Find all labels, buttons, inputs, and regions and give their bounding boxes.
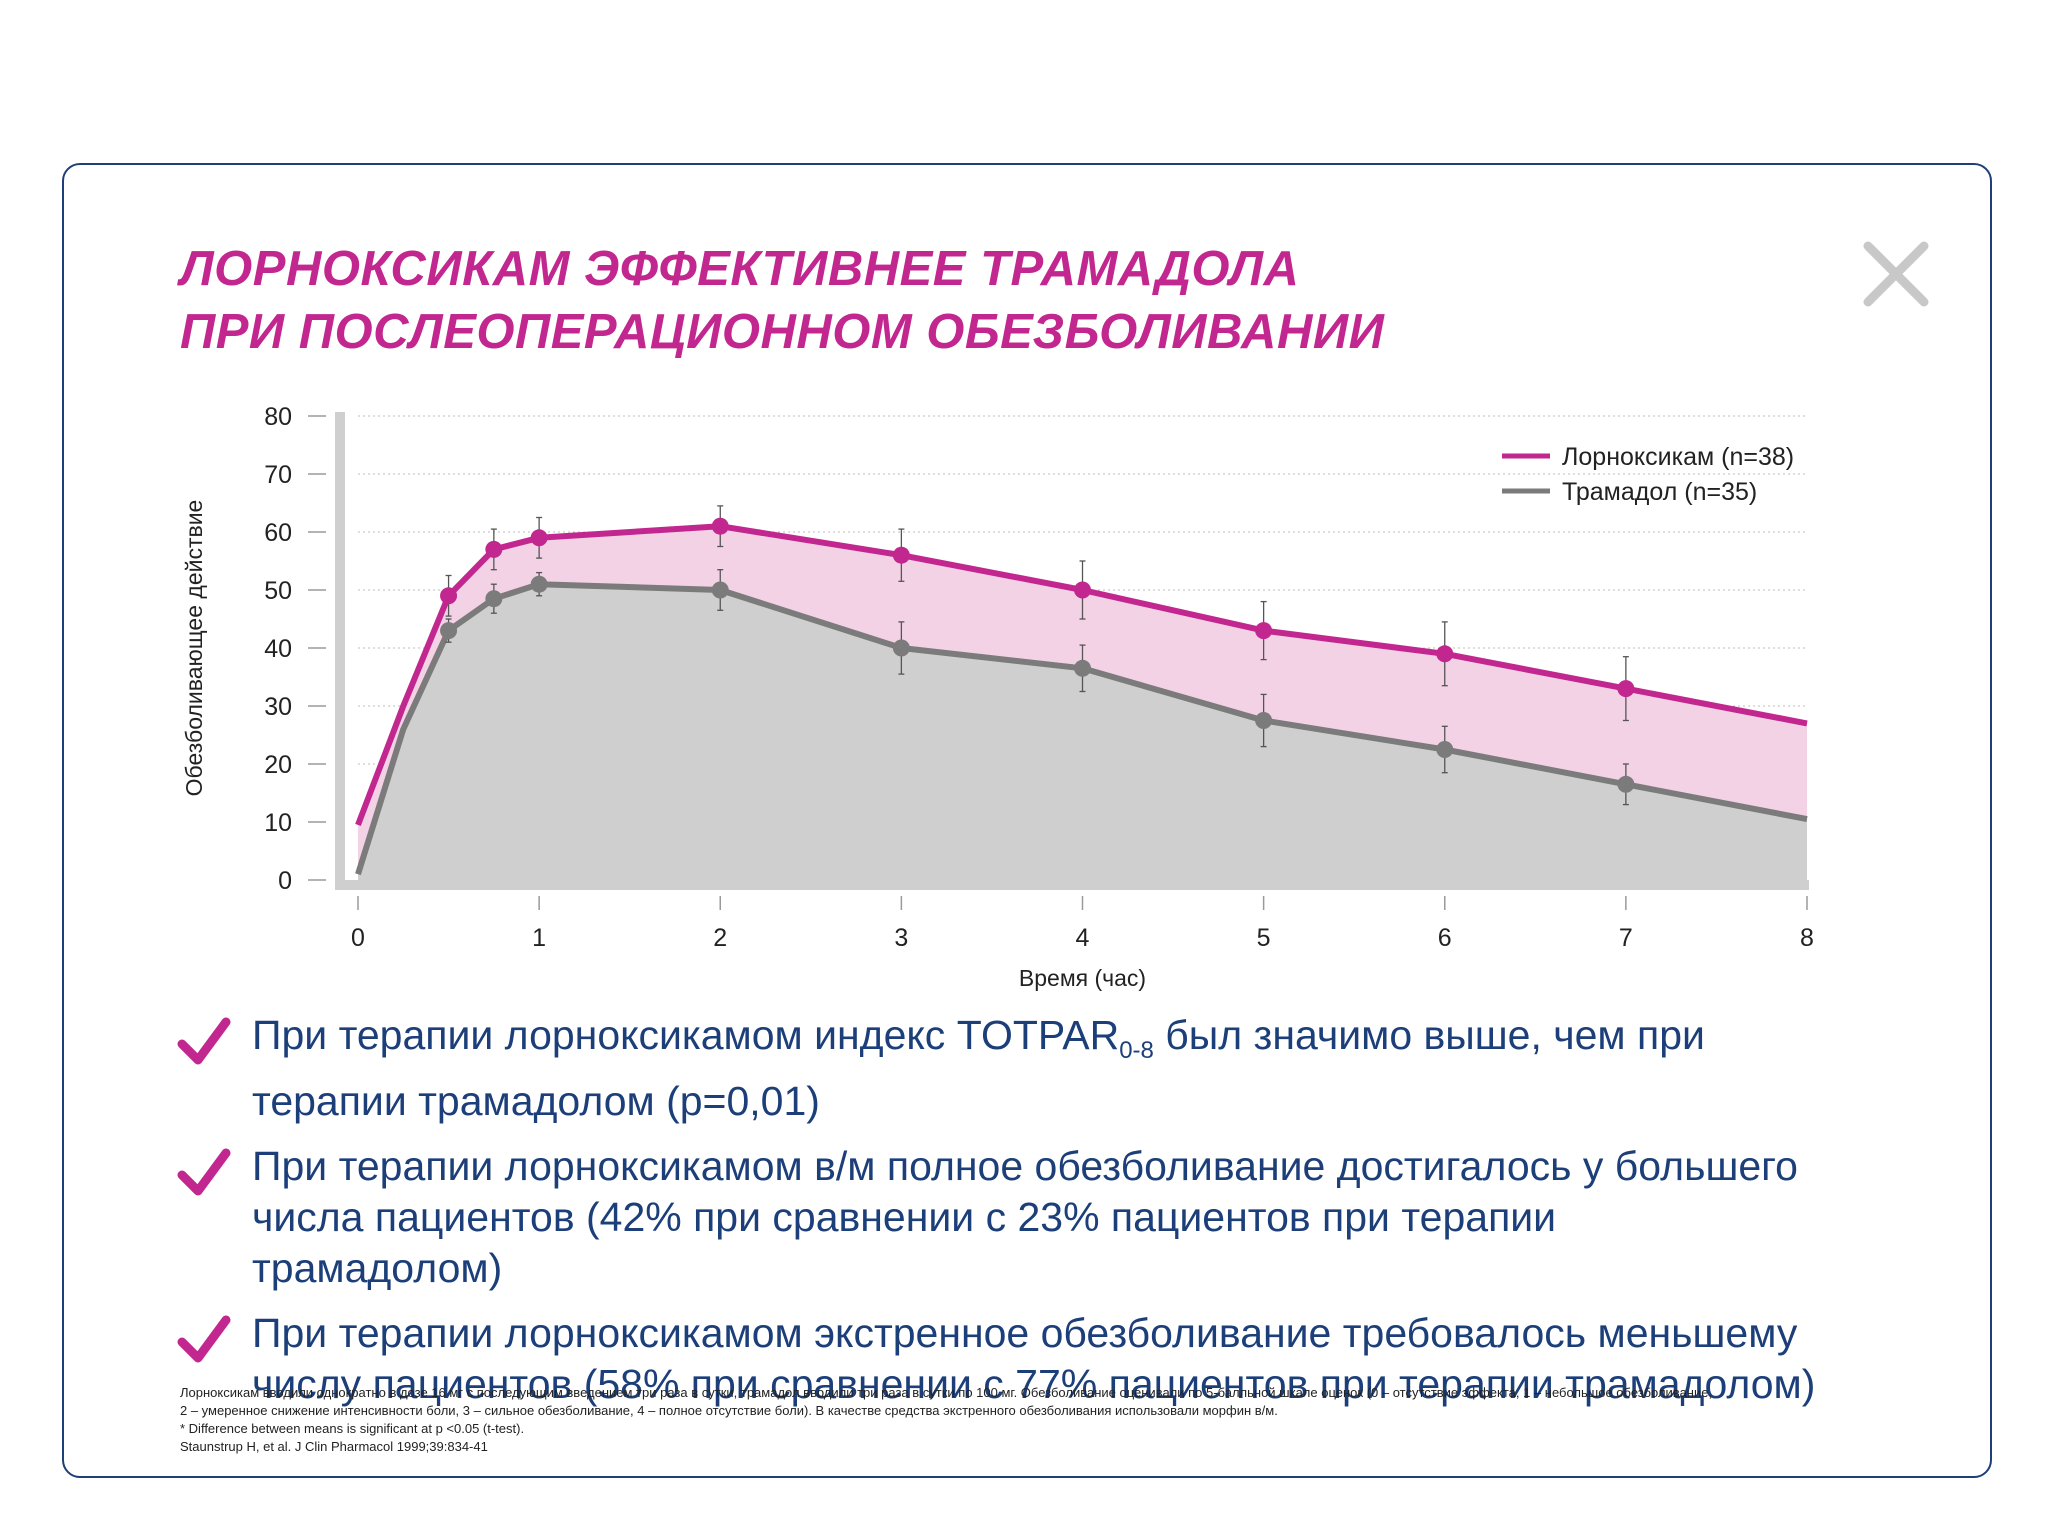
y-tick-label: 30 xyxy=(264,693,292,721)
x-tick-label: 3 xyxy=(894,924,908,952)
footnotes: Лорноксикам вводили однократно в дозе 16… xyxy=(180,1384,1820,1456)
close-icon[interactable] xyxy=(1862,240,1930,308)
title-line-1: ЛОРНОКСИКАМ ЭФФЕКТИВНЕЕ ТРАМАДОЛА xyxy=(180,242,1300,296)
tramadol-point xyxy=(1255,712,1273,729)
legend-label-tramadol: Трамадол (n=35) xyxy=(1562,478,1757,506)
x-tick-label: 4 xyxy=(1076,924,1090,952)
tramadol-point xyxy=(1436,741,1454,758)
bullet-item-2: При терапии лорноксикамом в/м полное обе… xyxy=(176,1141,1816,1294)
check-icon xyxy=(177,1148,231,1196)
tramadol-point xyxy=(485,590,503,608)
bullet-text-1: При терапии лорноксикамом индекс TOTPAR0… xyxy=(252,1010,1816,1127)
bullet-1-pre: При терапии лорноксикамом индекс TOTPAR xyxy=(252,1012,1120,1058)
x-tick-label: 8 xyxy=(1800,924,1814,952)
tramadol-point xyxy=(530,575,548,593)
lornoxicam-line xyxy=(355,523,1808,826)
lornoxicam-point xyxy=(1436,645,1454,663)
y-tick-label: 40 xyxy=(264,635,292,663)
lornoxicam-point xyxy=(1255,622,1273,640)
bullet-1-sub: 0-8 xyxy=(1119,1037,1154,1065)
footnote-2: 2 – умеренное снижение интенсивности бол… xyxy=(180,1403,1278,1418)
lornoxicam-point xyxy=(892,546,910,564)
lornoxicam-point xyxy=(711,517,729,535)
y-tick-label: 80 xyxy=(264,403,292,431)
y-tick-label: 70 xyxy=(264,461,292,489)
y-tick-label: 50 xyxy=(264,577,292,605)
chart: 0 10 20 30 40 50 60 70 80 0 1 2 3 4 5 6 7 8 Время (час) Обе… xyxy=(181,403,1814,991)
title-line-2: ПРИ ПОСЛЕОПЕРАЦИОННОМ ОБЕЗБОЛИВАНИИ xyxy=(180,305,1385,359)
tramadol-area xyxy=(358,584,1807,880)
x-tick-label: 6 xyxy=(1438,924,1452,952)
lornoxicam-point xyxy=(1617,680,1635,698)
tramadol-point xyxy=(440,622,458,640)
legend-label-lornoxicam: Лорноксикам (n=38) xyxy=(1562,443,1794,471)
page-title: ЛОРНОКСИКАМ ЭФФЕКТИВНЕЕ ТРАМАДОЛА ПРИ ПО… xyxy=(180,238,1740,364)
lornoxicam-point xyxy=(530,529,548,547)
lornoxicam-point xyxy=(1074,581,1091,599)
bullet-text-2: При терапии лорноксикамом в/м полное обе… xyxy=(252,1143,1798,1292)
tramadol-point xyxy=(1617,775,1635,793)
lornoxicam-point xyxy=(440,587,458,605)
bullet-list: При терапии лорноксикамом индекс TOTPAR0… xyxy=(176,1010,1816,1424)
x-axis-label: Время (час) xyxy=(1019,965,1146,991)
y-tick-label: 10 xyxy=(264,809,292,837)
bullet-1-post: был значимо выше, чем при терапии трамад… xyxy=(252,1012,1705,1125)
y-axis-label: Обезболивающее действие xyxy=(181,500,207,797)
tramadol-line xyxy=(355,581,1808,876)
y-tick-label: 60 xyxy=(264,519,292,547)
lornoxicam-point xyxy=(485,540,503,558)
x-tick-label: 7 xyxy=(1619,924,1633,952)
y-tick-label: 0 xyxy=(278,867,292,895)
bullet-item-3: При терапии лорноксикамом экстренное обе… xyxy=(176,1308,1816,1410)
bullet-text-3: При терапии лорноксикамом экстренное обе… xyxy=(252,1310,1816,1408)
footnote-3: * Difference between means is significan… xyxy=(180,1421,525,1436)
footnote-4: Staunstrup H, et al. J Clin Pharmacol 19… xyxy=(180,1439,488,1454)
bullet-item-1: При терапии лорноксикамом индекс TOTPAR0… xyxy=(176,1010,1816,1127)
tramadol-point xyxy=(711,581,729,599)
tramadol-point xyxy=(1074,659,1091,677)
x-tick-label: 2 xyxy=(713,924,727,952)
tramadol-point xyxy=(892,639,910,657)
x-tick-label: 1 xyxy=(532,924,546,952)
x-tick-label: 5 xyxy=(1257,924,1271,952)
footnote-1: Лорноксикам вводили однократно в дозе 16… xyxy=(180,1385,1713,1400)
x-tick-label: 0 xyxy=(351,924,365,952)
check-icon xyxy=(177,1315,231,1363)
y-tick-label: 20 xyxy=(264,751,292,779)
check-icon xyxy=(177,1017,231,1065)
